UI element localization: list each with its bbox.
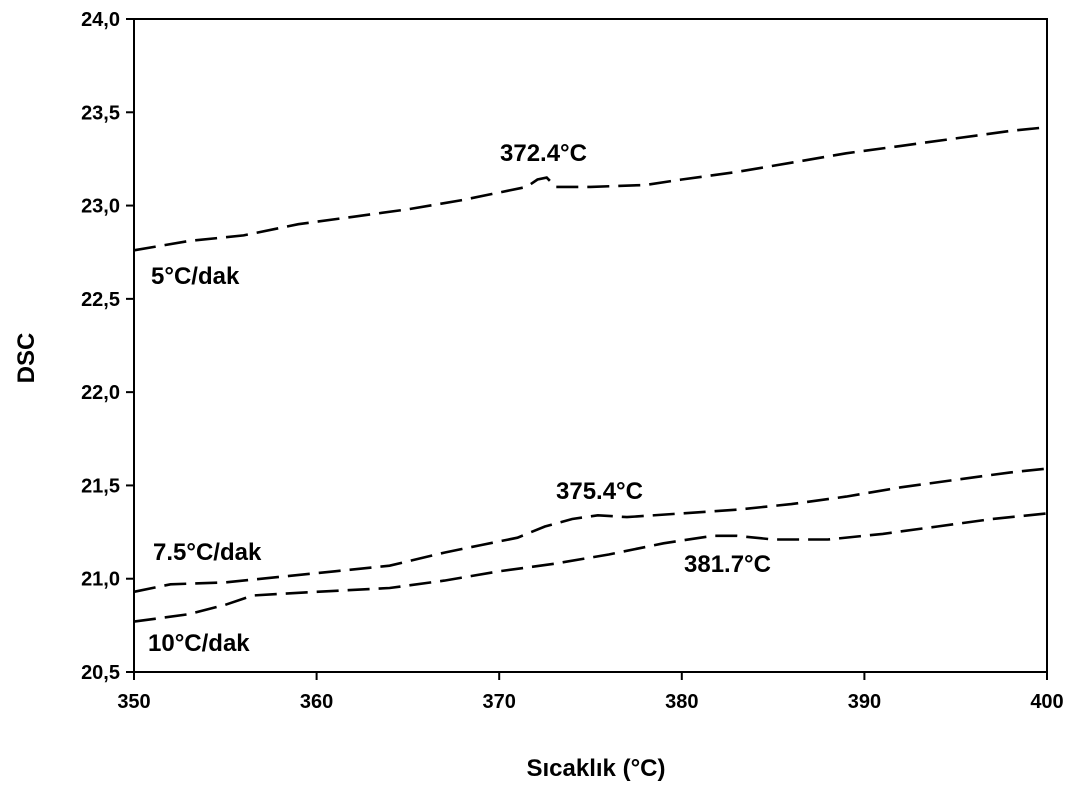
series-label-5: 5°C/dak [151,263,240,290]
y-tick-label: 23,5 [81,102,120,124]
series-line-1 [133,125,1048,252]
x-tick-label: 370 [483,691,516,713]
y-tick-label: 21,5 [81,475,120,497]
y-tick-label: 20,5 [81,662,120,684]
y-axis-title: DSC [13,333,40,384]
peak-label-7-5: 375.4°C [556,478,643,505]
peak-label-5: 372.4°C [500,140,587,167]
x-tick-label: 360 [300,691,333,713]
y-tick-label: 23,0 [81,196,120,218]
y-tick-label: 21,0 [81,569,120,591]
y-tick-label: 22,5 [81,289,120,311]
plot-frame [133,18,1048,673]
x-tick-label: 350 [117,691,150,713]
x-axis-title: Sıcaklık (°C) [527,755,666,782]
series-line-2 [133,467,1048,594]
y-tick-label: 22,0 [81,382,120,404]
series-line-3 [133,512,1048,623]
y-tick-label: 24,0 [81,9,120,31]
plot-area: 20,5 21,0 21,5 22,0 22,5 23,0 23,5 24,0 350 360 37… [81,9,1064,713]
x-tick-label: 380 [665,691,698,713]
x-tick-label: 390 [848,691,881,713]
x-tick-label: 400 [1030,691,1063,713]
series-label-10: 10°C/dak [148,630,250,657]
peak-label-10: 381.7°C [684,551,771,578]
series-label-7-5: 7.5°C/dak [153,539,262,566]
